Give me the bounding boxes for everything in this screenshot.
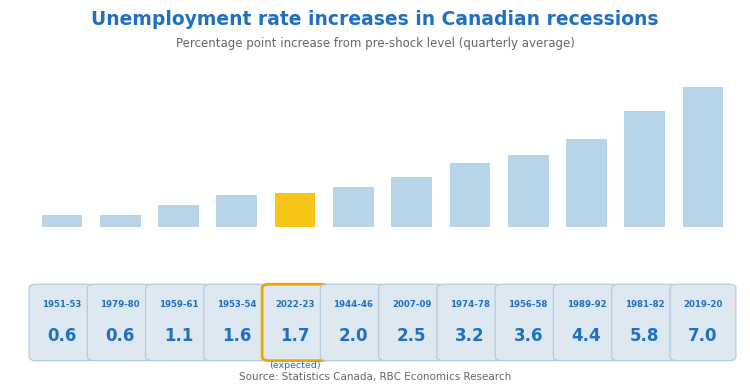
Text: 3.6: 3.6 — [514, 327, 543, 345]
Text: 0.6: 0.6 — [106, 327, 135, 345]
Text: 1953-54: 1953-54 — [217, 300, 256, 309]
Text: 1956-58: 1956-58 — [509, 300, 548, 309]
Text: (expected): (expected) — [269, 361, 321, 370]
Text: 2022-23: 2022-23 — [275, 300, 315, 309]
Text: 1.7: 1.7 — [280, 327, 310, 345]
Bar — [449, 163, 491, 227]
Text: 1944-46: 1944-46 — [333, 300, 374, 309]
Bar — [158, 205, 199, 227]
Text: 1981-82: 1981-82 — [625, 300, 664, 309]
Text: 3.2: 3.2 — [455, 327, 484, 345]
Text: 1.6: 1.6 — [222, 327, 251, 345]
Text: 1951-53: 1951-53 — [42, 300, 82, 309]
Text: 1974-78: 1974-78 — [450, 300, 490, 309]
Text: 1959-61: 1959-61 — [159, 300, 198, 309]
Text: 1979-80: 1979-80 — [100, 300, 140, 309]
Bar — [566, 139, 607, 227]
Text: 1.1: 1.1 — [164, 327, 194, 345]
Text: 7.0: 7.0 — [688, 327, 718, 345]
Text: 2.0: 2.0 — [338, 327, 368, 345]
Text: 1989-92: 1989-92 — [566, 300, 606, 309]
Text: 5.8: 5.8 — [630, 327, 659, 345]
Bar — [682, 87, 723, 227]
Bar — [274, 193, 316, 227]
Text: Percentage point increase from pre-shock level (quarterly average): Percentage point increase from pre-shock… — [176, 37, 574, 50]
Text: Source: Statistics Canada, RBC Economics Research: Source: Statistics Canada, RBC Economics… — [238, 372, 512, 382]
Text: 2.5: 2.5 — [397, 327, 427, 345]
Bar — [508, 155, 548, 227]
Bar — [100, 215, 141, 227]
Bar — [217, 195, 257, 227]
Bar — [624, 111, 665, 227]
Text: 2007-09: 2007-09 — [392, 300, 431, 309]
Bar — [392, 177, 432, 227]
Text: 0.6: 0.6 — [47, 327, 76, 345]
Text: 2019-20: 2019-20 — [683, 300, 723, 309]
Text: 4.4: 4.4 — [572, 327, 602, 345]
Text: Unemployment rate increases in Canadian recessions: Unemployment rate increases in Canadian … — [92, 10, 658, 29]
Bar — [42, 215, 82, 227]
Bar — [333, 187, 374, 227]
